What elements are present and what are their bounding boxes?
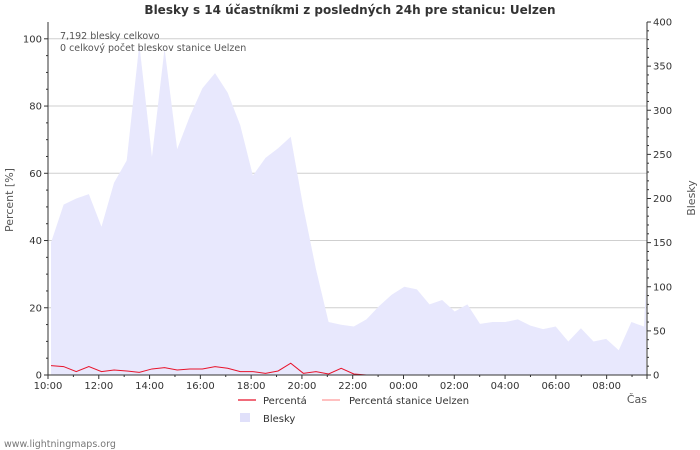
x-tick-label-4: 14:00	[135, 381, 164, 392]
y-right-tick-label-350: 350	[653, 62, 672, 73]
y-left-tick-label-80: 80	[29, 102, 42, 113]
legend: Percentá Percentá stanice Uelzen Blesky	[238, 395, 469, 425]
x-tick-label-22: 08:00	[592, 381, 621, 392]
area-blesky	[51, 44, 646, 375]
footer-credit: www.lightningmaps.org	[4, 439, 116, 450]
x-tick-label-16: 02:00	[440, 381, 469, 392]
y-right-tick-label-0: 0	[653, 371, 659, 382]
x-tick-label-12: 22:00	[338, 381, 367, 392]
y-right-tick-label-150: 150	[653, 238, 672, 249]
annotation-station-strikes: 0 celkový počet bleskov stanice Uelzen	[60, 43, 246, 54]
annotation-total-strikes: 7,192 blesky celkovo	[60, 31, 160, 42]
x-tick-label-6: 16:00	[186, 381, 215, 392]
x-axis-label: Čas	[627, 393, 647, 406]
chart-title: Blesky s 14 účastníkmi z posledných 24h …	[144, 3, 555, 17]
y-right-tick-label-100: 100	[653, 282, 672, 293]
y-left-tick-label-0: 0	[36, 371, 42, 382]
blesky-area-layer	[51, 44, 646, 375]
y-right-tick-label-200: 200	[653, 194, 672, 205]
y-left-tick-label-20: 20	[29, 303, 42, 314]
legend-label-percenta-stanice: Percentá stanice Uelzen	[349, 395, 469, 407]
y-left-tick-label-100: 100	[23, 34, 42, 45]
x-tick-label-14: 00:00	[389, 381, 418, 392]
legend-swatch-blesky	[240, 413, 250, 422]
y-axis-right-label: Blesky	[685, 180, 698, 216]
x-tick-label-8: 18:00	[237, 381, 266, 392]
legend-label-percenta: Percentá	[263, 395, 307, 407]
x-tick-label-10: 20:00	[288, 381, 317, 392]
y-right-tick-label-300: 300	[653, 106, 672, 117]
x-tick-label-0: 10:00	[34, 381, 63, 392]
legend-label-blesky: Blesky	[263, 414, 295, 425]
y-right-tick-label-400: 400	[653, 18, 672, 29]
axes: 0 20 40 60 80 100 0 50 100 150 200 250 300 350 400 10:0…	[23, 18, 672, 393]
y-left-tick-label-60: 60	[29, 169, 42, 180]
x-tick-label-18: 04:00	[491, 381, 520, 392]
y-right-tick-label-50: 50	[653, 326, 666, 337]
y-left-tick-label-40: 40	[29, 236, 42, 247]
x-tick-label-2: 12:00	[84, 381, 113, 392]
x-tick-label-20: 06:00	[541, 381, 570, 392]
y-axis-left-label: Percent [%]	[3, 168, 16, 232]
y-right-tick-label-250: 250	[653, 150, 672, 161]
